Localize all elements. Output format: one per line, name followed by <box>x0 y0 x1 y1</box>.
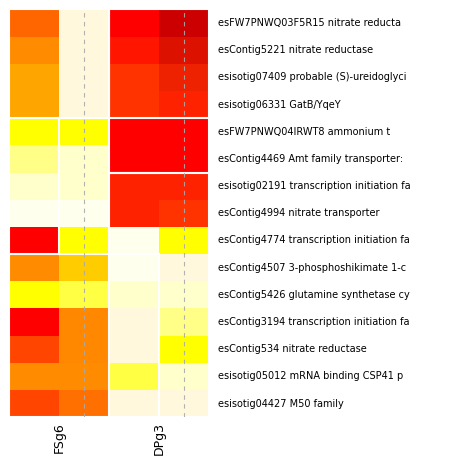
Bar <box>109 390 159 417</box>
Bar <box>159 91 209 118</box>
Bar <box>9 390 59 417</box>
Text: esisotig02191 transcription initiation fa: esisotig02191 transcription initiation f… <box>219 181 411 191</box>
Bar <box>109 36 159 64</box>
Bar <box>159 227 209 254</box>
Bar <box>9 200 59 227</box>
Bar <box>109 91 159 118</box>
Text: esFW7PNWQ04IRWT8 ammonium t: esFW7PNWQ04IRWT8 ammonium t <box>219 127 391 137</box>
Text: esContig534 nitrate reductase: esContig534 nitrate reductase <box>219 344 367 354</box>
Bar <box>59 118 109 146</box>
Bar <box>159 9 209 36</box>
Bar <box>109 309 159 336</box>
Bar <box>59 363 109 390</box>
Bar <box>59 281 109 309</box>
Bar <box>109 146 159 173</box>
Text: esisotig04427 M50 family: esisotig04427 M50 family <box>219 399 344 409</box>
Bar <box>109 363 159 390</box>
Text: esContig4994 nitrate transporter: esContig4994 nitrate transporter <box>219 208 380 219</box>
Text: esContig4774 transcription initiation fa: esContig4774 transcription initiation fa <box>219 236 410 246</box>
Text: esisotig05012 mRNA binding CSP41 p: esisotig05012 mRNA binding CSP41 p <box>219 371 404 382</box>
Bar <box>59 336 109 363</box>
Bar <box>159 336 209 363</box>
Bar <box>59 64 109 91</box>
Text: esFW7PNWQ03F5R15 nitrate reducta: esFW7PNWQ03F5R15 nitrate reducta <box>219 18 401 28</box>
Bar <box>59 91 109 118</box>
Bar <box>9 281 59 309</box>
Bar <box>59 9 109 36</box>
Bar <box>9 118 59 146</box>
Bar <box>159 363 209 390</box>
Bar <box>9 146 59 173</box>
Bar <box>159 36 209 64</box>
Bar <box>9 309 59 336</box>
Bar <box>159 254 209 281</box>
Bar <box>9 227 59 254</box>
Bar <box>159 146 209 173</box>
Bar <box>59 227 109 254</box>
Bar <box>159 309 209 336</box>
Bar <box>109 200 159 227</box>
Bar <box>109 173 159 200</box>
Bar <box>59 146 109 173</box>
Bar <box>9 363 59 390</box>
Text: esContig4507 3-phosphoshikimate 1-c: esContig4507 3-phosphoshikimate 1-c <box>219 263 407 273</box>
Bar <box>59 200 109 227</box>
Bar <box>9 64 59 91</box>
Text: esisotig06331 GatB/YqeY: esisotig06331 GatB/YqeY <box>219 100 341 109</box>
Bar <box>9 9 59 36</box>
Bar <box>109 336 159 363</box>
Bar <box>9 254 59 281</box>
Bar <box>159 390 209 417</box>
Bar <box>109 254 159 281</box>
Bar <box>9 91 59 118</box>
Text: esisotig07409 probable (S)-ureidoglyci: esisotig07409 probable (S)-ureidoglyci <box>219 73 407 82</box>
Text: esContig4469 Amt family transporter:: esContig4469 Amt family transporter: <box>219 154 403 164</box>
Bar <box>59 254 109 281</box>
Bar <box>159 64 209 91</box>
Bar <box>109 281 159 309</box>
Bar <box>59 390 109 417</box>
Bar <box>109 64 159 91</box>
Bar <box>159 281 209 309</box>
Bar <box>9 173 59 200</box>
Text: esContig5221 nitrate reductase: esContig5221 nitrate reductase <box>219 45 374 55</box>
Bar <box>59 309 109 336</box>
Bar <box>59 36 109 64</box>
Bar <box>59 173 109 200</box>
Text: esContig3194 transcription initiation fa: esContig3194 transcription initiation fa <box>219 317 410 327</box>
Bar <box>109 118 159 146</box>
Bar <box>9 36 59 64</box>
Bar <box>109 227 159 254</box>
Bar <box>159 118 209 146</box>
Text: esContig5426 glutamine synthetase cy: esContig5426 glutamine synthetase cy <box>219 290 410 300</box>
Bar <box>159 200 209 227</box>
Bar <box>159 173 209 200</box>
Bar <box>109 9 159 36</box>
Bar <box>9 336 59 363</box>
